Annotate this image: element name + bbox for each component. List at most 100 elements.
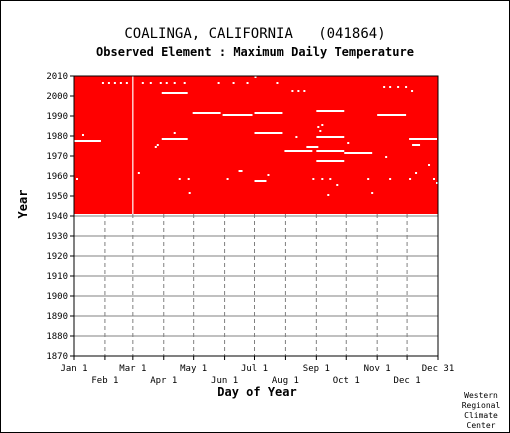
missing-column-0	[132, 76, 134, 214]
credit-line-2: Regional	[461, 401, 501, 410]
x-tick-label-oct-1: Oct 1	[333, 376, 360, 386]
x-tick-label-mar-1: Mar 1	[119, 364, 146, 374]
missing-point-25	[295, 136, 298, 138]
missing-segment-1	[161, 92, 188, 94]
missing-point-27	[156, 144, 159, 146]
x-tick-label-dec-31: Dec 31	[422, 364, 455, 374]
missing-point-53	[415, 172, 418, 174]
missing-point-48	[173, 132, 176, 134]
missing-point-4	[125, 82, 128, 84]
x-tick-label-jul-1: Jul 1	[241, 364, 268, 374]
missing-segment-9	[284, 150, 313, 152]
missing-point-19	[291, 90, 294, 92]
missing-segment-8	[238, 170, 243, 172]
missing-point-32	[226, 178, 229, 180]
x-axis-label: Day of Year	[217, 385, 297, 399]
missing-point-16	[389, 86, 392, 88]
missing-point-42	[327, 194, 330, 196]
y-tick-label-1880: 1880	[46, 332, 68, 342]
missing-point-3	[119, 82, 122, 84]
missing-point-6	[149, 82, 152, 84]
y-tick-label-1870: 1870	[46, 352, 68, 362]
wrcc-credit: Western Regional Climate Center	[453, 391, 509, 431]
credit-line-4: Center	[466, 421, 496, 430]
missing-point-12	[232, 82, 235, 84]
missing-segment-0	[74, 140, 101, 142]
missing-point-35	[329, 178, 332, 180]
missing-point-29	[75, 178, 78, 180]
missing-point-5	[141, 82, 144, 84]
y-tick-label-1920: 1920	[46, 252, 68, 262]
missing-point-13	[246, 82, 249, 84]
y-tick-label-1950: 1950	[46, 192, 68, 202]
missing-point-18	[405, 86, 408, 88]
y-tick-label-1890: 1890	[46, 312, 68, 322]
grid-layer	[74, 214, 438, 357]
y-tick-label-1970: 1970	[46, 152, 68, 162]
credit-line-1: Western	[464, 391, 498, 400]
x-tick-label-feb-1: Feb 1	[91, 376, 118, 386]
missing-point-24	[81, 134, 84, 136]
x-tick-label-nov-1: Nov 1	[364, 364, 391, 374]
missing-point-51	[321, 124, 324, 126]
x-tick-label-sep-1: Sep 1	[303, 364, 330, 374]
missing-point-36	[367, 178, 370, 180]
missing-point-2	[113, 82, 116, 84]
credit-line-3: Climate	[464, 411, 498, 420]
x-tick-label-may-1: May 1	[180, 364, 207, 374]
data-layer	[74, 76, 438, 214]
missing-point-22	[411, 90, 414, 92]
y-tick-label-1910: 1910	[46, 272, 68, 282]
missing-point-52	[267, 174, 270, 176]
x-tick-label-jan-1: Jan 1	[60, 364, 87, 374]
axes-layer	[70, 75, 439, 360]
missing-segment-14	[316, 136, 345, 138]
chart-subtitle: Observed Element : Maximum Daily Tempera…	[96, 45, 414, 59]
missing-segment-6	[254, 132, 283, 134]
missing-segment-7	[254, 180, 267, 182]
missing-point-31	[187, 178, 190, 180]
missing-segment-2	[161, 138, 188, 140]
missing-point-40	[436, 182, 439, 184]
missing-point-8	[165, 82, 168, 84]
missing-point-15	[383, 86, 386, 88]
plot-border	[73, 75, 439, 357]
missing-point-44	[336, 184, 339, 186]
y-tick-label-1930: 1930	[46, 232, 68, 242]
missing-point-20	[297, 90, 300, 92]
missing-point-50	[317, 126, 320, 128]
y-tick-label-1900: 1900	[46, 292, 68, 302]
missing-point-47	[385, 156, 388, 158]
y-axis-label: Year	[16, 189, 30, 219]
missing-point-45	[137, 172, 140, 174]
missing-point-23	[254, 76, 257, 78]
missing-point-34	[321, 178, 324, 180]
missing-point-33	[312, 178, 315, 180]
missing-segment-15	[344, 152, 373, 154]
missing-point-7	[159, 82, 162, 84]
x-tick-label-jun-1: Jun 1	[211, 376, 238, 386]
y-tick-label-2010: 2010	[46, 72, 68, 82]
x-tick-label-aug-1: Aug 1	[272, 376, 299, 386]
missing-point-49	[319, 130, 322, 132]
missing-segment-5	[254, 112, 283, 114]
y-tick-label-1980: 1980	[46, 132, 68, 142]
missing-point-11	[217, 82, 220, 84]
missing-point-39	[433, 178, 436, 180]
missing-segment-16	[377, 114, 407, 116]
x-tick-label-apr-1: Apr 1	[150, 376, 177, 386]
chart-title: COALINGA, CALIFORNIA (041864)	[124, 26, 386, 42]
missing-segment-4	[222, 114, 253, 116]
missing-point-14	[276, 82, 279, 84]
missing-segment-11	[316, 150, 345, 152]
tick-labels-layer: 1870 1880 1890 1900 1910 1920 1930 1940 1950 1960…	[46, 72, 454, 386]
missing-point-30	[178, 178, 181, 180]
missing-point-46	[428, 164, 431, 166]
missing-point-28	[154, 146, 157, 148]
missing-point-0	[101, 82, 104, 84]
missing-point-21	[303, 90, 306, 92]
missing-point-10	[183, 82, 186, 84]
y-tick-label-1990: 1990	[46, 112, 68, 122]
missing-point-37	[389, 178, 392, 180]
